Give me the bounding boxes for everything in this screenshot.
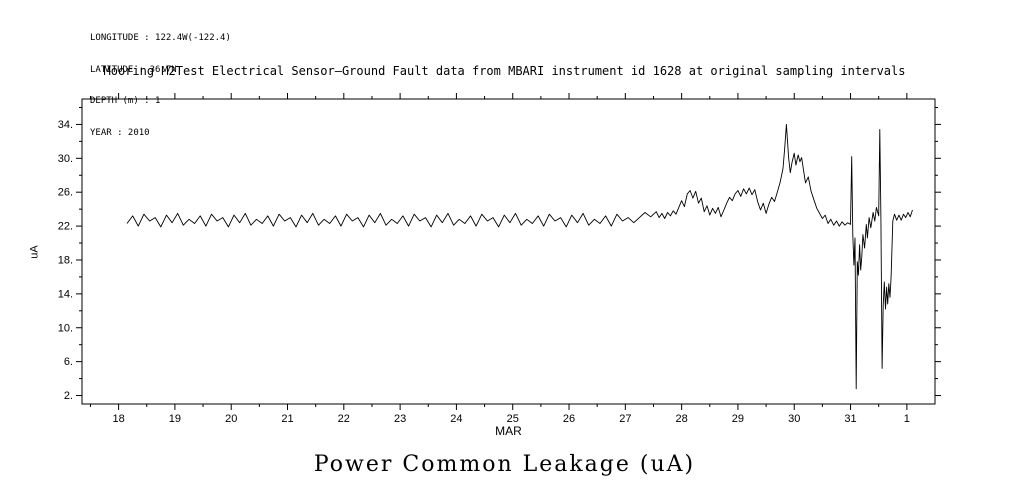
y-tick-label: 10. [58,322,73,334]
y-tick-label: 34. [58,119,73,131]
x-tick-label: 26 [563,413,575,425]
y-tick-label: 6. [64,356,73,368]
x-tick-label: 24 [450,413,462,425]
x-tick-label: 20 [225,413,237,425]
metadata-longitude: LONGITUDE : 122.4W(-122.4) [90,33,231,43]
x-tick-label: 27 [619,413,631,425]
metadata-latitude: LATITUDE : 36.7N [90,64,177,75]
y-tick-label: 2. [64,390,73,402]
y-tick-label: 18. [58,254,73,266]
y-tick-label: 26. [58,187,73,199]
y-tick-label: 22. [58,221,73,233]
x-tick-label: 29 [732,413,744,425]
plot-frame [81,98,936,405]
x-tick-label: 28 [676,413,688,425]
x-tick-label: 25 [507,413,519,425]
y-tick-label: 30. [58,153,73,165]
x-tick-label: 30 [788,413,800,425]
metadata-depth: DEPTH (m) : 1 [90,96,161,106]
metadata-year: YEAR : 2010 [90,127,150,138]
x-tick-label: 23 [394,413,406,425]
data-line [126,123,913,390]
metadata-block: LONGITUDE : 122.4W(-122.4) LATITUDE : 36… [90,12,231,159]
y-axis-label: uA [28,245,41,259]
chart-title: Mooring M2Test Electrical Sensor–Ground … [103,64,906,78]
x-tick-label: 31 [844,413,856,425]
y-tick-label: 14. [58,288,73,300]
x-axis-label: MAR [495,424,522,438]
chart-caption: Power Common Leakage (uA) [313,452,696,477]
x-tick-label: 1 [904,413,910,425]
x-tick-label: 18 [112,413,124,425]
x-tick-label: 19 [169,413,181,425]
x-tick-label: 22 [338,413,350,425]
x-tick-label: 21 [281,413,293,425]
